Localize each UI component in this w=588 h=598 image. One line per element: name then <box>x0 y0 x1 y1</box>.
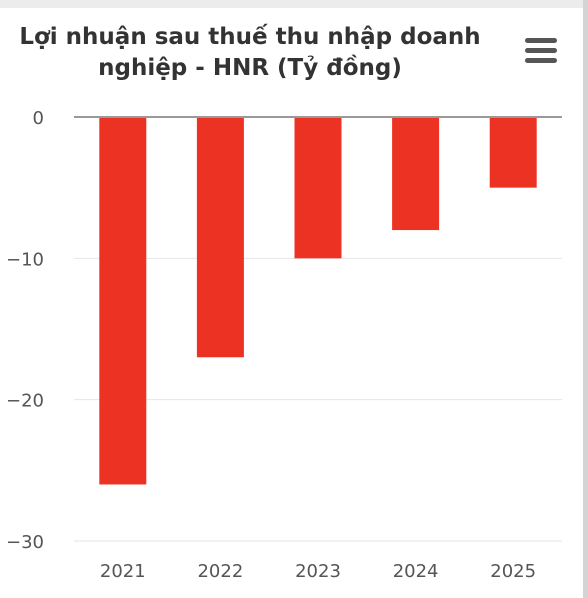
x-tick-label: 2022 <box>197 561 243 582</box>
chart-title: Lợi nhuận sau thuế thu nhập doanh nghiệp… <box>10 22 490 84</box>
bar-2025 <box>489 117 537 188</box>
bar-2021 <box>99 117 147 485</box>
y-tick-label: −20 <box>6 391 44 412</box>
hamburger-menu-icon[interactable] <box>522 38 560 68</box>
x-tick-label: 2023 <box>295 561 341 582</box>
y-tick-label: −10 <box>6 249 44 270</box>
chart-title-line-2: nghiệp - HNR (Tỷ đồng) <box>98 55 402 81</box>
x-tick-label: 2024 <box>393 561 439 582</box>
bar-2023 <box>294 117 342 259</box>
scrollbar-edge <box>583 0 588 598</box>
y-tick-label: 0 <box>33 108 44 129</box>
bar-2022 <box>196 117 244 358</box>
chart-title-line-1: Lợi nhuận sau thuế thu nhập doanh <box>19 24 481 50</box>
y-tick-label: −30 <box>6 532 44 553</box>
chart-card: Lợi nhuận sau thuế thu nhập doanh nghiệp… <box>0 8 583 598</box>
x-tick-label: 2021 <box>100 561 146 582</box>
x-tick-label: 2025 <box>490 561 536 582</box>
bar-2024 <box>392 117 440 231</box>
